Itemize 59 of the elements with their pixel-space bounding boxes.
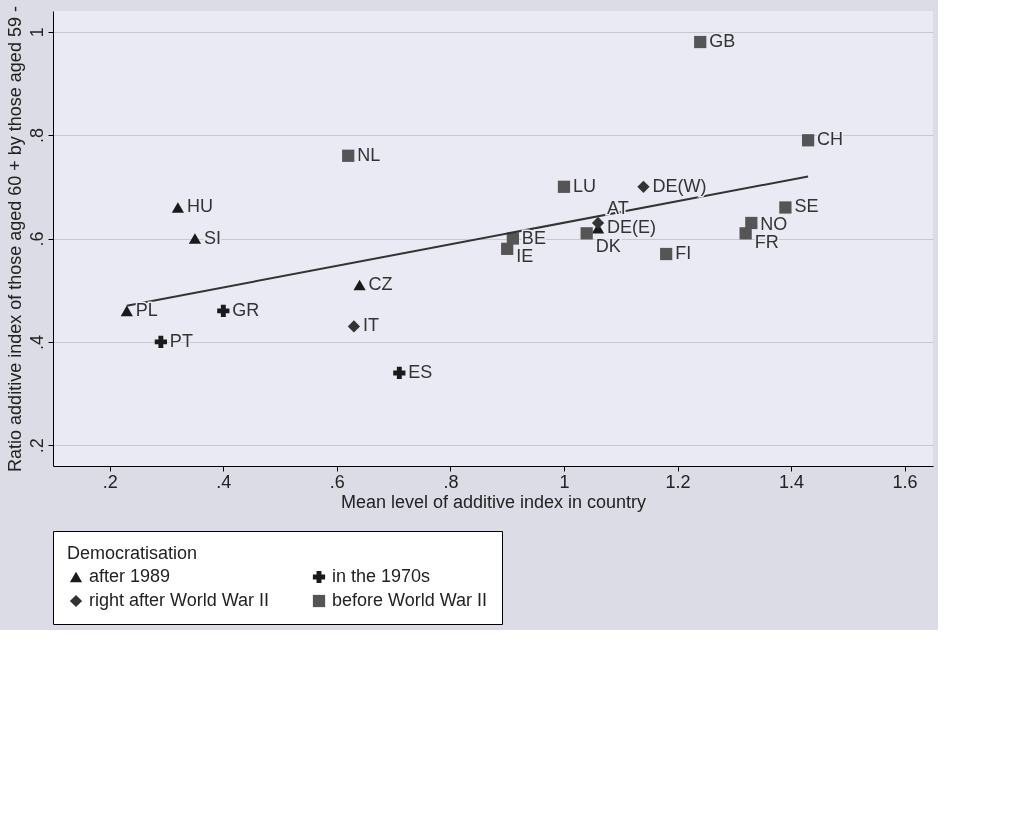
annotation: BE xyxy=(521,227,546,248)
x-tick-label: .4 xyxy=(216,471,232,492)
y-tick-label: .4 xyxy=(26,334,47,350)
point xyxy=(501,242,514,255)
point xyxy=(557,180,571,193)
legend-label: before World War II xyxy=(332,590,488,610)
point xyxy=(637,180,650,193)
point xyxy=(739,227,752,240)
x-tick-label: 1.6 xyxy=(892,471,918,492)
x-tick-label: 1 xyxy=(559,471,570,492)
annotation: CZ xyxy=(368,274,393,295)
annotation: IT xyxy=(362,315,379,336)
annotation: SI xyxy=(203,227,221,248)
annotation: IE xyxy=(516,245,534,266)
annotation: NL xyxy=(357,144,381,165)
point xyxy=(779,201,792,214)
point xyxy=(694,35,707,49)
annotation: NO xyxy=(760,213,788,234)
annotation: DE(W) xyxy=(652,175,707,196)
y-tick-label: 1 xyxy=(26,27,47,38)
point xyxy=(591,216,605,230)
annotation: FI xyxy=(675,243,692,264)
y-tick-label: .2 xyxy=(26,438,47,454)
x-tick-label: 1.4 xyxy=(779,471,805,492)
point xyxy=(660,247,673,261)
annotation: DK xyxy=(595,236,621,257)
annotation: SE xyxy=(794,196,819,217)
x-axis-title: Mean level of additive index in country xyxy=(340,491,647,512)
annotation: ES xyxy=(408,361,433,382)
annotation: GB xyxy=(709,31,736,52)
annotation: GR xyxy=(232,299,260,320)
legend-label: right after World War II xyxy=(89,590,270,610)
y-tick-label: .8 xyxy=(26,128,47,144)
point xyxy=(580,227,593,240)
annotation: FR xyxy=(754,232,779,253)
annotation: LU xyxy=(572,175,596,196)
y-tick-label: .6 xyxy=(26,231,47,247)
annotation: CH xyxy=(817,129,844,150)
legend-label: after 1989 xyxy=(89,566,171,586)
point xyxy=(171,202,185,213)
point xyxy=(154,335,167,349)
legend-label: in the 1970s xyxy=(332,566,431,586)
y-axis-title: Ratio additive index of those aged 60 + by those aged 59 - xyxy=(4,6,25,472)
annotation: DE(E) xyxy=(607,217,657,238)
legend-title: Democratisation xyxy=(67,543,198,563)
point xyxy=(347,320,361,333)
point xyxy=(217,304,230,318)
x-tick-label: 1.2 xyxy=(665,471,691,492)
annotation: PT xyxy=(169,330,193,351)
point xyxy=(801,134,815,147)
x-tick-label: .8 xyxy=(443,471,459,492)
point xyxy=(188,233,202,244)
annotation: HU xyxy=(186,196,213,217)
x-tick-label: .2 xyxy=(102,471,118,492)
point xyxy=(120,305,133,317)
point xyxy=(342,149,355,162)
x-tick-label: .6 xyxy=(329,471,345,492)
point xyxy=(393,366,406,380)
point xyxy=(353,279,366,291)
